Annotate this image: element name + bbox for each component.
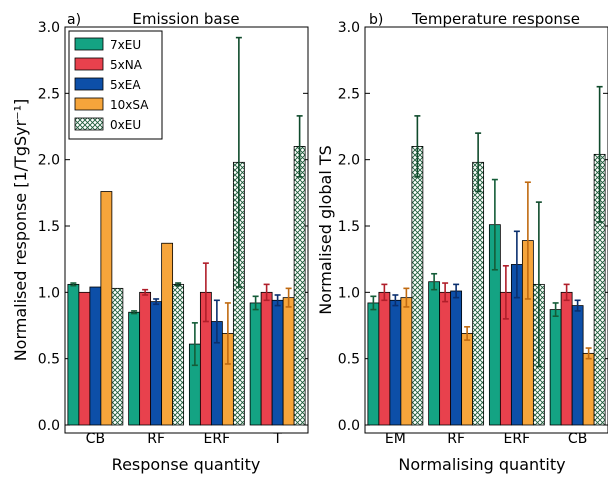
legend: 7xEU 5xNA 5xEA 10xSA 0xEU [68, 30, 163, 140]
panel-a-title: Emission base [132, 10, 239, 28]
ytick-label: 0.0 [338, 418, 360, 434]
bar-5xea-t [271, 299, 284, 426]
bar-10xsa-cb [100, 191, 113, 426]
bar-7xeu-em [367, 302, 380, 426]
bar-5xea-em [389, 299, 402, 426]
bar-0xeu-rf [172, 283, 185, 426]
xtick-label-em: EM [385, 431, 406, 447]
legend-label-7xeu: 7xEU [110, 38, 141, 52]
ytick-label: 3.0 [338, 20, 360, 36]
bar-10xsa-rf [161, 242, 174, 426]
panel-a-label: a) [67, 12, 81, 28]
xtick-label-erf: ERF [204, 431, 231, 447]
legend-swatch-0xeu [74, 117, 104, 131]
panel-a: 0.0 0.5 1.0 1.5 2.0 2.5 3.0 CB RF ERF T a) Emissio… [11, 10, 309, 474]
ytick-label: 0.5 [338, 352, 360, 368]
ytick-label: 1.0 [38, 285, 60, 301]
panel-b-title: Temperature response [411, 10, 580, 28]
panel-b-label: b) [369, 12, 383, 28]
bar-0xeu-em [411, 145, 424, 426]
bar-7xeu-rf [128, 311, 141, 426]
bar-7xeu-t [249, 302, 262, 426]
bar-7xeu-cb [67, 283, 80, 426]
bar-0xeu-rf [472, 161, 485, 426]
xtick-label-rf: RF [147, 431, 165, 447]
xtick-label-t: T [272, 431, 282, 447]
legend-label-10xsa: 10xSA [110, 98, 149, 112]
bar-10xsa-em [400, 297, 413, 426]
legend-label-5xea: 5xEA [110, 78, 141, 92]
legend-swatch-10xsa [74, 97, 104, 111]
xtick-label-cb: CB [86, 431, 105, 447]
legend-swatch-7xeu [74, 37, 104, 51]
legend-swatch-5xea [74, 77, 104, 91]
bar-10xsa-t [282, 297, 295, 426]
panel-b-frame [364, 26, 608, 434]
bar-5xna-rf [439, 291, 452, 426]
panel-b: 0.0 0.5 1.0 1.5 2.0 2.5 3.0 EM RF ERF CB b) Temper… [316, 10, 608, 474]
xtick-label-cb: CB [568, 431, 587, 447]
xtick-label-erf: ERF [504, 431, 531, 447]
bar-0xeu-cb [111, 287, 124, 426]
bar-7xeu-rf [428, 281, 441, 426]
ytick-label: 3.0 [38, 20, 60, 36]
bar-5xea-rf [150, 301, 163, 426]
ytick-label: 2.5 [338, 86, 360, 102]
panel-a-xlabel: Response quantity [112, 455, 261, 474]
bar-0xeu-t [293, 145, 306, 426]
panel-b-xlabel: Normalising quantity [398, 455, 565, 474]
ytick-label: 1.5 [338, 219, 360, 235]
bar-5xna-cb [560, 291, 573, 426]
panel-a-frame [64, 26, 309, 434]
ytick-label: 2.5 [38, 86, 60, 102]
ytick-label: 1.0 [338, 285, 360, 301]
bar-10xsa-rf [461, 333, 474, 426]
ytick-label: 2.0 [338, 153, 360, 169]
bar-5xna-t [260, 291, 273, 426]
panel-a-ylabel: Normalised response [1/TgSyr⁻¹] [11, 99, 30, 362]
bar-5xea-cb [571, 305, 584, 426]
xtick-label-rf: RF [447, 431, 465, 447]
bar-5xea-rf [450, 290, 463, 426]
bar-10xsa-cb [582, 352, 595, 426]
ytick-label: 2.0 [38, 153, 60, 169]
legend-label-0xeu: 0xEU [110, 118, 141, 132]
ytick-label: 0.0 [38, 418, 60, 434]
legend-label-5xna: 5xNA [110, 58, 143, 72]
ytick-label: 1.5 [38, 219, 60, 235]
bar-5xna-em [378, 291, 391, 426]
ytick-label: 0.5 [38, 352, 60, 368]
bar-5xea-cb [89, 286, 102, 426]
bar-5xna-cb [78, 291, 91, 426]
legend-swatch-5xna [74, 57, 104, 71]
panel-b-ylabel: Normalised global TS [316, 145, 335, 315]
bar-7xeu-cb [549, 309, 562, 426]
bar-5xna-rf [139, 291, 152, 426]
